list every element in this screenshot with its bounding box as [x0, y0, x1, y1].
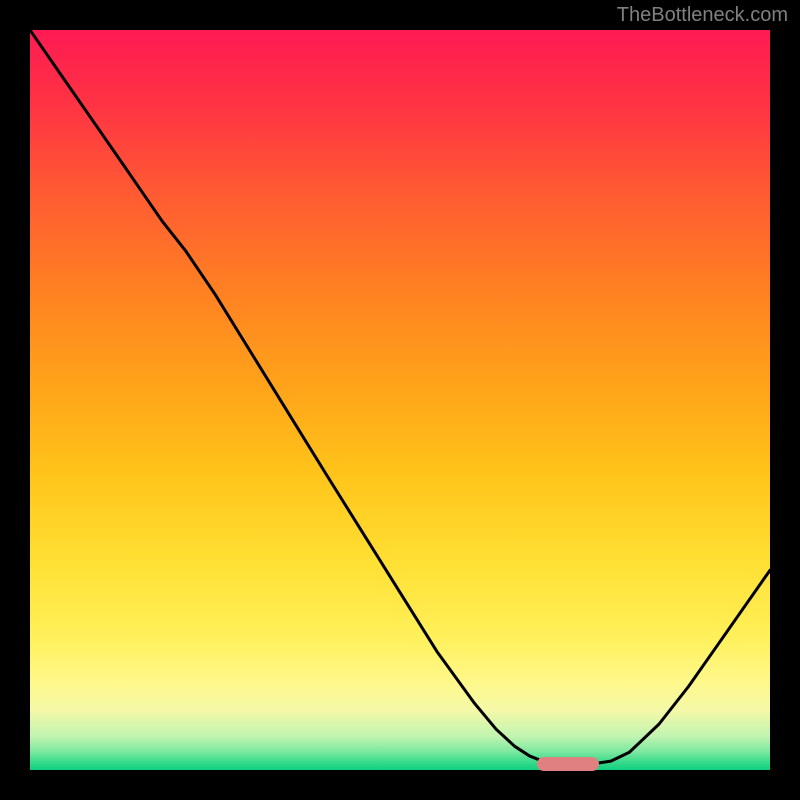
- bottleneck-curve: [30, 30, 770, 770]
- optimal-marker: [537, 757, 599, 771]
- plot-area: [30, 30, 770, 770]
- watermark-text: TheBottleneck.com: [617, 4, 788, 27]
